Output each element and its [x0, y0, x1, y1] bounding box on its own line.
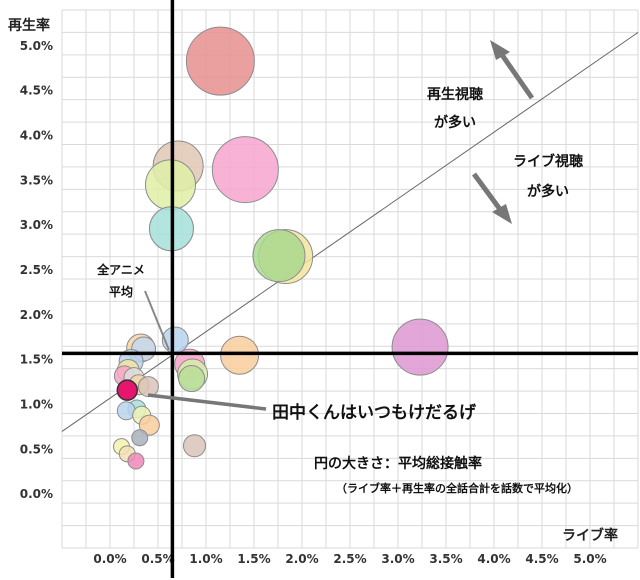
y-tick-label: 0.0% [20, 487, 53, 501]
avg-label-line1: 全アニメ [96, 262, 145, 277]
x-tick-label: 3.0% [381, 552, 414, 566]
y-tick-label: 3.5% [20, 173, 53, 187]
x-tick-label: 0.5% [141, 552, 174, 566]
y-tick-label: 4.0% [20, 129, 53, 143]
avg-label-line2: 平均 [109, 284, 133, 299]
x-tick-label: 4.5% [525, 552, 558, 566]
x-tick-label: 5.0% [573, 552, 606, 566]
x-axis-ticks: 0.0% 0.5% 1.0% 1.5% 2.0% 2.5% 3.0% 3.5% 4.0% 4.5%… [93, 552, 606, 566]
x-tick-label: 4.0% [477, 552, 510, 566]
size-note-line1: 円の大きさ：平均総接触率 [314, 455, 482, 472]
bubble-8 [220, 335, 260, 375]
bubbles [113, 26, 449, 470]
x-tick-label: 2.5% [333, 552, 366, 566]
y-tick-label: 2.5% [20, 263, 53, 277]
x-tick-label: 1.5% [237, 552, 270, 566]
bubble-3 [144, 159, 196, 211]
size-note-line2: （ライブ率＋再生率の全話合計を話数で平均化） [336, 481, 578, 495]
y-axis-title: 再生率 [8, 17, 50, 34]
live-more-line2: が多い [527, 183, 569, 200]
bubble-14 [178, 365, 206, 393]
y-tick-label: 4.5% [20, 84, 53, 98]
x-tick-label: 2.0% [285, 552, 318, 566]
arrow-up-left-icon [490, 40, 535, 100]
avg-label-leader [144, 290, 170, 351]
bubble-0 [185, 26, 255, 96]
play-more-line1: 再生視聴 [427, 86, 483, 103]
bubble-29 [182, 434, 206, 458]
highlight-leader [147, 393, 267, 411]
bubble-9 [161, 326, 189, 354]
bubble-24 [138, 414, 160, 436]
x-tick-label: 3.5% [429, 552, 462, 566]
x-axis-title: ライブ率 [562, 527, 618, 544]
y-tick-label: 1.5% [20, 353, 53, 367]
x-tick-label: 1.0% [189, 552, 222, 566]
y-tick-label: 3.0% [20, 218, 53, 232]
bubble-25 [131, 429, 149, 447]
highlight-bubble [116, 379, 139, 401]
y-tick-label: 5.0% [20, 39, 53, 53]
highlight-label: 田中くんはいつもけだるげ [272, 402, 477, 423]
bubble-6 [252, 229, 306, 283]
x-tick-label: 0.0% [93, 552, 126, 566]
arrow-down-right-icon [471, 172, 512, 224]
y-tick-label: 2.0% [20, 308, 53, 322]
y-tick-label: 1.0% [20, 398, 53, 412]
diagonal-reference-line [61, 32, 639, 432]
grid [61, 9, 639, 549]
play-more-line2: が多い [434, 114, 476, 131]
bubble-1 [211, 136, 279, 204]
y-tick-label: 0.5% [20, 442, 53, 456]
y-axis-ticks: 0.0% 0.5% 1.0% 1.5% 2.0% 2.5% 3.0% 3.5% 4.0% 4.5%… [20, 39, 53, 501]
bubble-7 [391, 318, 449, 376]
live-more-line1: ライブ視聴 [513, 153, 583, 170]
bubble-28 [127, 452, 145, 470]
